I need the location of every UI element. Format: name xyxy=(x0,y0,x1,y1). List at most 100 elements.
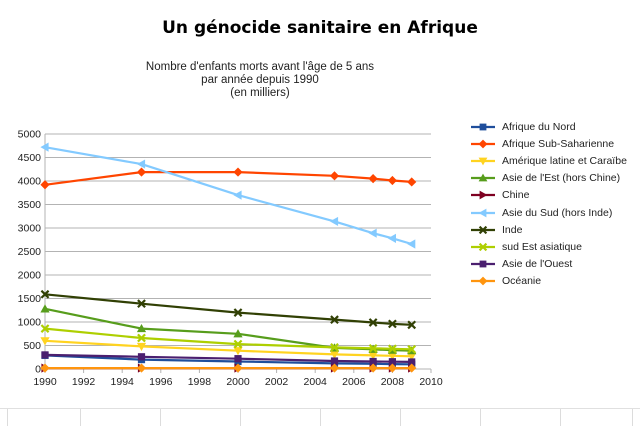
data-point xyxy=(407,363,417,373)
legend-item: Océanie xyxy=(470,273,627,290)
legend-label: Amérique latine et Caraïbe xyxy=(502,154,627,167)
legend-label: Afrique du Nord xyxy=(502,120,576,133)
legend-item: Asie du Sud (hors Inde) xyxy=(470,204,627,221)
data-point xyxy=(40,180,50,190)
x-tick-label: 2004 xyxy=(304,376,328,388)
data-point xyxy=(40,304,50,313)
legend-marker xyxy=(479,260,487,268)
chart-legend: Afrique du Nord Afrique Sub-Saharienne Amé… xyxy=(470,118,627,290)
series xyxy=(40,337,417,361)
data-point xyxy=(233,347,243,356)
legend-item: Asie de l'Ouest xyxy=(470,256,627,273)
legend-label: Inde xyxy=(502,223,523,236)
data-point xyxy=(40,337,50,346)
x-tick-label: 1996 xyxy=(149,376,173,388)
series-line xyxy=(44,171,412,186)
legend-item: sud Est asiatique xyxy=(470,238,627,255)
data-point xyxy=(407,344,417,354)
y-tick-label: 4500 xyxy=(18,152,42,164)
data-point xyxy=(137,353,146,361)
data-point xyxy=(329,216,339,227)
data-point xyxy=(136,167,147,177)
data-point xyxy=(388,344,397,354)
footer-tick xyxy=(160,409,161,426)
y-tick-label: 2500 xyxy=(18,246,42,258)
x-tick-label: 1992 xyxy=(72,376,96,388)
data-point xyxy=(407,177,417,187)
y-tick-label: 1500 xyxy=(18,293,42,305)
x-tick-label: 2002 xyxy=(265,376,289,388)
legend-item: Asie de l'Est (hors Chine) xyxy=(470,170,627,187)
x-tick-label: 2010 xyxy=(419,376,443,388)
subtitle-line: (en milliers) xyxy=(230,87,290,99)
data-point xyxy=(330,315,339,325)
data-point xyxy=(408,358,416,366)
legend-marker xyxy=(479,123,487,130)
data-point xyxy=(330,343,339,352)
series-line xyxy=(44,327,412,351)
legend-item: Afrique du Nord xyxy=(470,118,627,135)
legend-swatch-icon xyxy=(471,190,495,200)
data-point xyxy=(368,351,378,360)
data-point xyxy=(388,358,396,366)
data-point xyxy=(233,308,243,317)
y-tick-label: 5000 xyxy=(18,129,42,141)
data-point xyxy=(329,363,340,373)
y-tick-label: 3500 xyxy=(18,199,42,211)
legend-marker xyxy=(478,157,488,166)
data-point xyxy=(387,175,397,186)
data-point xyxy=(40,289,50,299)
series xyxy=(40,363,417,373)
legend-swatch-icon xyxy=(471,276,495,286)
legend-swatch-icon xyxy=(471,208,495,217)
x-tick-label: 1998 xyxy=(188,376,212,388)
data-point xyxy=(233,339,243,349)
legend-label: Chine xyxy=(502,189,530,202)
series xyxy=(41,351,416,366)
legend-item: Inde xyxy=(470,221,627,238)
data-point xyxy=(407,320,417,330)
legend-marker xyxy=(478,242,488,252)
legend-swatch-icon xyxy=(471,139,495,149)
data-point xyxy=(329,350,340,360)
x-tick-label: 2000 xyxy=(226,376,250,388)
legend-swatch-icon xyxy=(471,242,495,252)
data-point xyxy=(136,342,147,352)
y-tick-label: 500 xyxy=(23,340,41,352)
y-tick-label: 0 xyxy=(35,364,41,376)
y-tick-label: 2000 xyxy=(18,270,42,282)
legend-item: Amérique latine et Caraïbe xyxy=(470,152,627,169)
series xyxy=(40,324,417,354)
data-point xyxy=(407,239,416,249)
legend-label: Océanie xyxy=(502,275,542,288)
data-point xyxy=(41,351,49,359)
data-point xyxy=(368,228,377,238)
legend-swatch-icon xyxy=(471,225,495,234)
legend-item: Afrique Sub-Saharienne xyxy=(470,135,627,152)
footer-divider xyxy=(0,408,640,409)
legend-label: Asie de l'Ouest xyxy=(502,258,573,271)
footer-tick xyxy=(320,409,321,426)
data-point xyxy=(233,363,243,373)
data-point xyxy=(388,319,397,329)
footer-tick xyxy=(480,409,481,426)
data-point xyxy=(369,357,377,366)
data-point xyxy=(329,171,340,181)
chart-subtitle: Nombre d'enfants morts avant l'âge de 5 … xyxy=(140,61,380,100)
legend-item: Chine xyxy=(470,187,627,204)
y-tick-label: 3000 xyxy=(18,223,42,235)
y-tick-label: 1000 xyxy=(18,317,42,329)
series xyxy=(40,142,416,249)
legend-marker xyxy=(479,190,488,200)
legend-swatch-icon xyxy=(471,157,495,166)
legend-marker xyxy=(478,208,487,217)
data-point xyxy=(40,324,50,333)
x-tick-label: 2008 xyxy=(381,376,405,388)
legend-label: Asie du Sud (hors Inde) xyxy=(502,206,613,219)
footer-tick xyxy=(400,409,401,426)
data-point xyxy=(40,142,49,152)
series-line xyxy=(44,146,413,246)
data-point xyxy=(387,352,397,361)
legend-swatch-icon xyxy=(471,173,495,182)
